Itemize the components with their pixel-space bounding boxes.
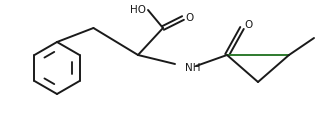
Text: HO: HO (130, 5, 146, 15)
Text: O: O (244, 20, 252, 30)
Text: O: O (185, 13, 193, 23)
Text: NH: NH (185, 63, 201, 73)
